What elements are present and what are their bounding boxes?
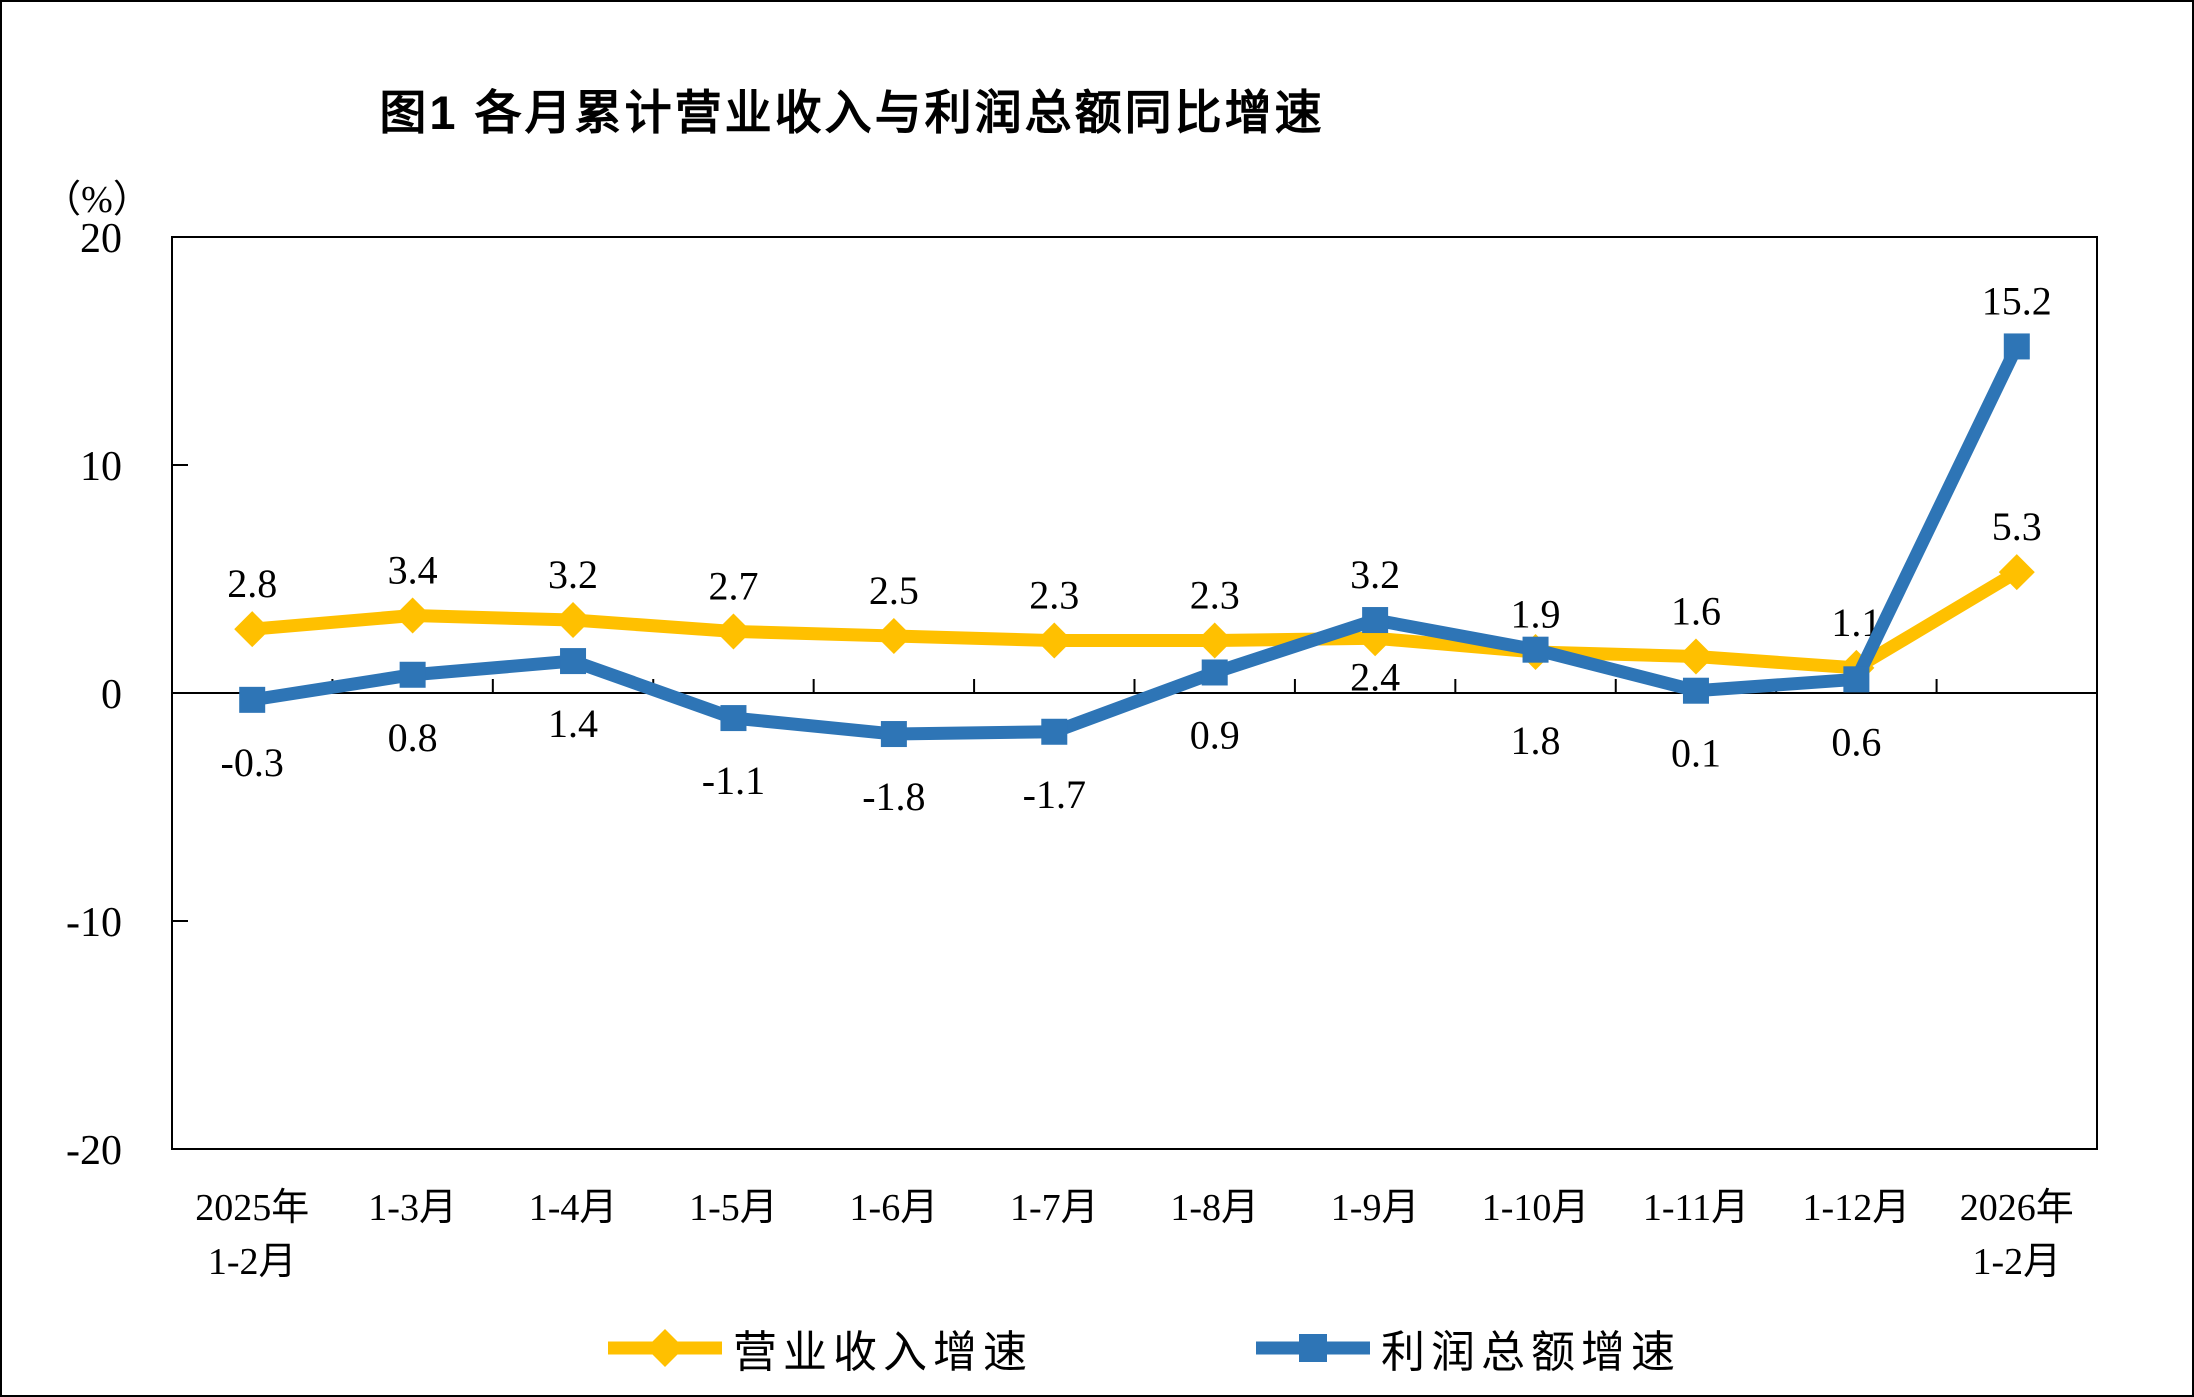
data-label: 5.3	[1992, 504, 2042, 549]
data-label: -0.3	[221, 740, 284, 785]
data-point-marker-0	[1677, 638, 1714, 675]
data-point-marker-0	[1196, 622, 1233, 659]
data-label: 0.1	[1671, 731, 1721, 776]
profit-line-square-icon	[1256, 1334, 1370, 1362]
x-tick-label: 1-3月	[368, 1187, 457, 1229]
legend-item-revenue: 营业收入增速	[607, 1320, 1033, 1377]
data-point-marker-1	[1682, 677, 1709, 704]
data-label: -1.1	[702, 758, 765, 803]
x-tick-label: 1-8月	[1170, 1187, 1259, 1229]
data-label: 2.3	[1029, 573, 1079, 618]
x-tick-label: 2025年 1-2月	[195, 1187, 309, 1283]
legend-item-profit: 利润总额增速	[1255, 1320, 1681, 1377]
y-axis-unit-label: （%）	[43, 179, 151, 221]
data-point-marker-1	[2003, 333, 2030, 360]
series-line-1	[251, 343, 2023, 741]
data-label: 1.4	[548, 701, 598, 746]
data-label: -1.8	[862, 774, 925, 819]
data-point-marker-1	[880, 721, 907, 748]
data-label: 0.9	[1190, 712, 1240, 757]
y-tick-label: 0	[101, 672, 122, 718]
legend-label-revenue: 营业收入增速	[733, 1328, 1033, 1377]
x-tick-label: 1-11月	[1643, 1187, 1749, 1229]
x-tick-label: 2026年 1-2月	[1960, 1187, 2074, 1283]
data-point-marker-1	[720, 705, 747, 732]
data-point-marker-0	[555, 602, 592, 639]
data-label: 3.4	[388, 547, 438, 592]
data-label: 1.6	[1671, 589, 1721, 634]
y-tick-label: -10	[66, 900, 122, 946]
data-point-marker-1	[560, 648, 587, 675]
data-label: 2.5	[869, 568, 919, 613]
x-tick-label: 1-4月	[529, 1187, 618, 1229]
data-point-marker-1	[1041, 718, 1068, 745]
chart-legend: 营业收入增速 利润总额增速	[2, 1320, 2192, 1380]
data-point-marker-0	[234, 611, 271, 648]
y-tick-label: 20	[80, 216, 122, 262]
data-label: 3.2	[1350, 552, 1400, 597]
legend-label-profit: 利润总额增速	[1381, 1328, 1681, 1377]
series-line-0	[251, 566, 2021, 675]
data-label: 2.7	[708, 563, 758, 608]
x-tick-label: 1-9月	[1331, 1187, 1420, 1229]
x-tick-label: 1-7月	[1010, 1187, 1099, 1229]
y-tick-label: 10	[80, 444, 122, 490]
data-label: 2.8	[227, 561, 277, 606]
data-point-marker-1	[1522, 636, 1549, 663]
data-label: 15.2	[1982, 278, 2052, 323]
x-tick-label: 1-5月	[689, 1187, 778, 1229]
data-point-marker-0	[715, 613, 752, 650]
data-point-marker-0	[875, 618, 912, 654]
data-label: 1.9	[1511, 592, 1561, 637]
data-label: 2.4	[1350, 654, 1400, 699]
data-label: 0.8	[388, 715, 438, 760]
x-tick-label: 1-6月	[850, 1187, 939, 1229]
data-label: 0.6	[1831, 719, 1881, 764]
chart-title: 图1 各月累计营业收入与利润总额同比增速	[379, 86, 1325, 139]
y-tick-label: -20	[66, 1128, 122, 1174]
data-point-marker-0	[1036, 622, 1073, 659]
data-point-marker-0	[394, 597, 431, 634]
revenue-line-diamond-icon	[608, 1329, 722, 1367]
data-label: 1.8	[1511, 718, 1561, 763]
x-tick-label: 1-12月	[1803, 1187, 1911, 1229]
data-point-marker-1	[239, 686, 266, 713]
data-point-marker-1	[1362, 607, 1389, 634]
data-label: -1.7	[1023, 772, 1086, 817]
x-tick-label: 1-10月	[1482, 1187, 1590, 1229]
data-point-marker-1	[1843, 666, 1870, 693]
data-point-marker-0	[1998, 554, 2035, 591]
data-label: 3.2	[548, 552, 598, 597]
data-label: 2.3	[1190, 573, 1240, 618]
data-point-marker-1	[399, 661, 426, 688]
data-point-marker-1	[1201, 659, 1228, 686]
